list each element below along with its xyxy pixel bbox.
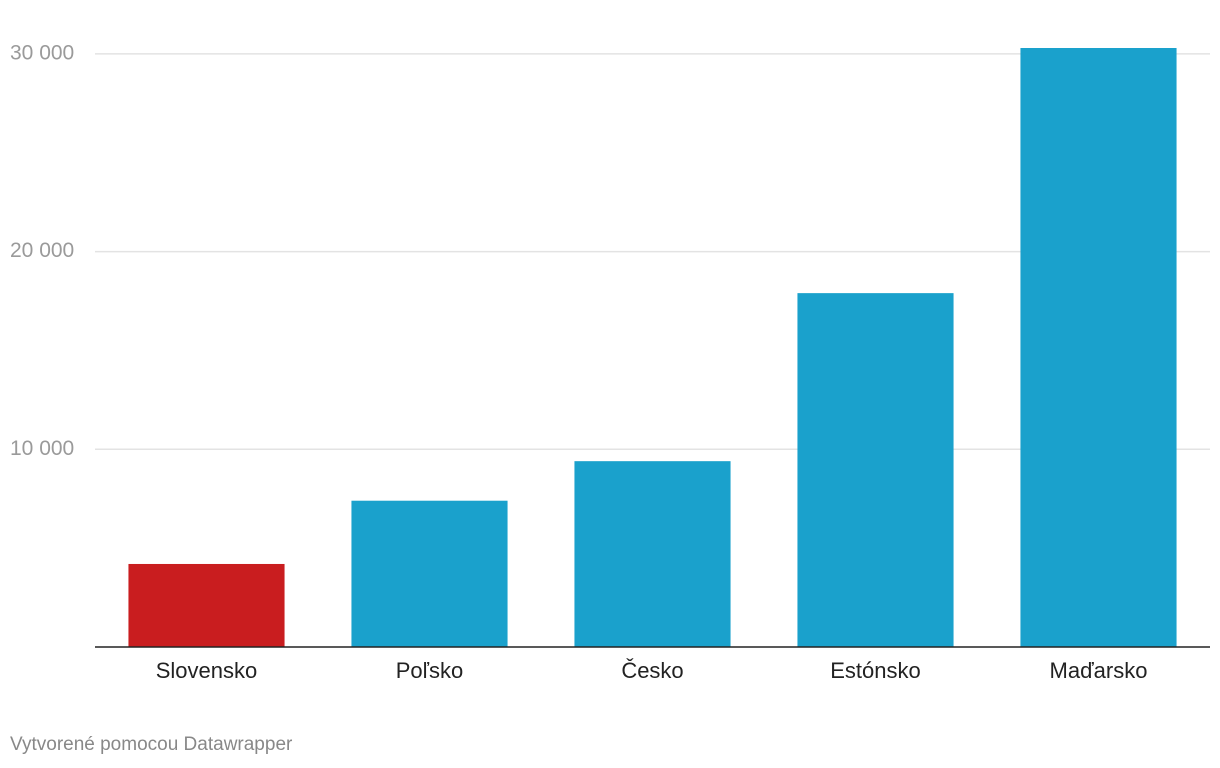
x-tick-label: Slovensko: [156, 658, 258, 683]
y-tick-label: 20 000: [10, 239, 74, 262]
bar: [1020, 48, 1177, 647]
source-note: Vytvorené pomocou Datawrapper: [10, 734, 293, 755]
x-tick-label: Poľsko: [396, 658, 464, 683]
x-tick-label: Estónsko: [830, 658, 921, 683]
bar: [797, 293, 954, 647]
y-tick-label: 30 000: [10, 41, 74, 64]
bar: [128, 563, 285, 647]
bar: [351, 500, 508, 647]
y-tick-label: 10 000: [10, 437, 74, 460]
bar: [574, 461, 731, 647]
x-tick-label: Maďarsko: [1050, 658, 1148, 683]
x-tick-label: Česko: [621, 658, 683, 683]
